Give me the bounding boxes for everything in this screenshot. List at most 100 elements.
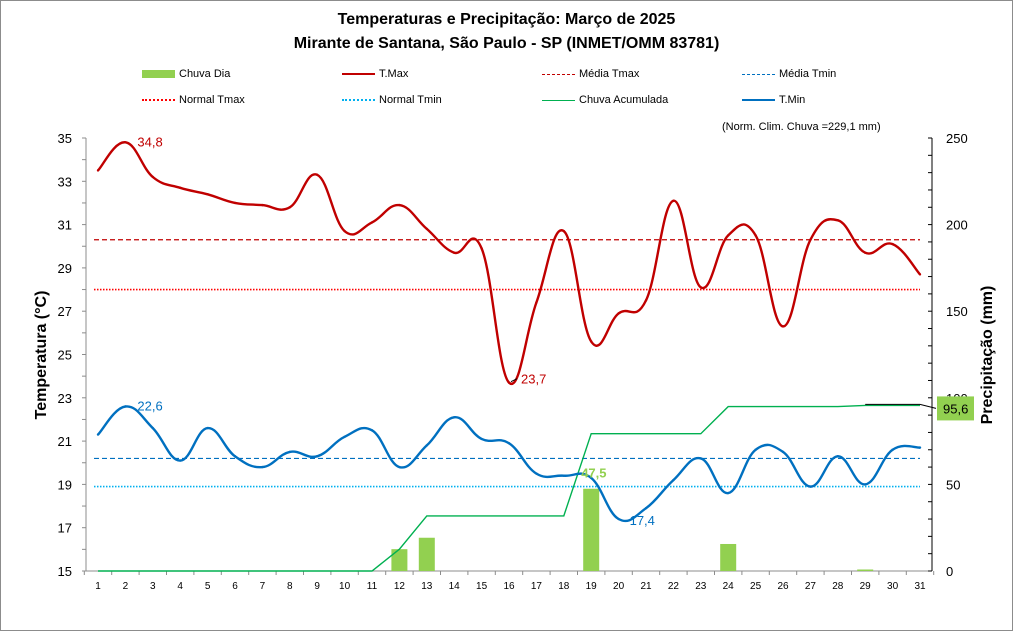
rain-normal-note: (Norm. Clim. Chuva =229,1 mm) [722,121,881,133]
tmin-point [480,437,483,441]
tmax-point [809,238,812,241]
x-tick-label: 7 [260,581,266,592]
label-min-tmin: 17,4 [630,513,655,528]
tmax-point [453,251,456,254]
tmin-point [617,517,620,521]
tmin-point [590,476,593,480]
rain-accumulated-line [98,404,920,572]
right-tick-label: 200 [946,218,968,233]
tmax-point [617,312,620,315]
tmin-point [288,450,291,454]
tmin-point [727,491,730,495]
legend-label: Média Tmax [579,68,640,80]
tmin-point [343,435,346,438]
x-tick-label: 14 [449,581,461,592]
tmax-point [699,286,702,289]
x-tick-label: 4 [177,581,183,592]
legend-item-tmin: T.Min [742,93,805,107]
rain-bar [418,537,435,571]
x-tick-label: 23 [695,581,707,592]
tmax-point [480,247,483,250]
tmax-point [398,203,401,207]
left-tick-label: 21 [58,434,72,449]
label-min-tmax: 23,7 [521,372,546,387]
left-tick-label: 17 [58,521,72,536]
label-max-rain: 47,5 [581,466,606,481]
legend-item-chuva-acumulada: Chuva Acumulada [542,93,668,107]
left-tick-label: 31 [58,218,72,233]
x-tick-label: 6 [232,581,238,592]
left-axis-title: Temperatura (°C) [33,291,50,420]
tmin-point [370,429,374,432]
tmax-point [124,141,127,144]
x-tick-label: 2 [123,581,129,592]
tmax-point [562,229,565,233]
left-tick-label: 29 [58,261,72,276]
x-tick-label: 19 [586,581,598,592]
rain-bar [720,543,737,571]
x-tick-label: 13 [421,581,433,592]
tmax-point [179,186,182,189]
legend-swatch [542,99,575,101]
x-tick-label: 11 [367,581,378,592]
tmin-line [97,405,921,523]
tmin-point [96,433,100,436]
x-tick-label: 3 [150,581,156,592]
legend-item-media-tmin: Média Tmin [742,67,836,81]
tmin-point [535,472,538,475]
tmax-point [343,229,346,233]
tmin-point [151,426,154,430]
tmax-point [891,242,894,246]
rain-bar [583,488,600,571]
left-tick-label: 19 [58,477,72,492]
x-tick-label: 20 [613,581,625,592]
tmin-point [754,448,757,451]
x-tick-label: 9 [314,581,320,592]
tmin-point [891,448,894,451]
legend-label: Normal Tmin [379,94,442,106]
right-tick-label: 50 [946,477,960,492]
legend-item-normal-tmax: Normal Tmax [142,93,245,107]
tmin-point [562,474,565,477]
total-rain-leader-end [919,403,937,409]
x-tick-label: 24 [723,581,735,592]
x-tick-label: 1 [95,581,101,592]
tmax-point [288,206,291,209]
label-max-tmin: 22,6 [137,398,162,413]
right-tick-label: 0 [946,564,953,579]
legend-item-chuva-dia: Chuva Dia [142,67,230,81]
left-tick-label: 33 [58,174,72,189]
tmin-point [836,455,839,458]
tmin-point [672,478,675,482]
tmin-point [644,507,648,510]
label-total-rain: 95,6 [943,401,968,416]
tmax-point [425,227,428,231]
x-tick-label: 30 [887,581,899,592]
tmax-point [233,201,237,205]
left-tick-label: 25 [58,348,72,363]
label-max-tmax: 34,8 [137,134,162,149]
tmax-point [590,340,593,343]
tmin-point [206,426,209,430]
tmax-point [261,203,264,207]
tmax-point [316,173,319,177]
left-tick-label: 23 [58,391,72,406]
rain-bar [857,569,874,571]
left-tick-label: 15 [58,564,72,579]
right-axis-title: Precipitação (mm) [979,286,996,425]
right-tick-label: 250 [946,131,968,146]
legend-label: Chuva Dia [179,68,231,80]
tmax-point [507,381,511,384]
tmax-point [864,251,867,254]
tmin-point [316,455,319,458]
x-tick-label: 25 [750,581,762,592]
legend-swatch [542,73,575,75]
tmin-point [781,450,785,454]
x-tick-label: 15 [476,581,488,592]
x-tick-label: 27 [805,581,817,592]
x-tick-label: 8 [287,581,293,592]
tmax-point [370,221,374,224]
tmin-point [124,405,127,408]
tmin-point [864,483,867,486]
